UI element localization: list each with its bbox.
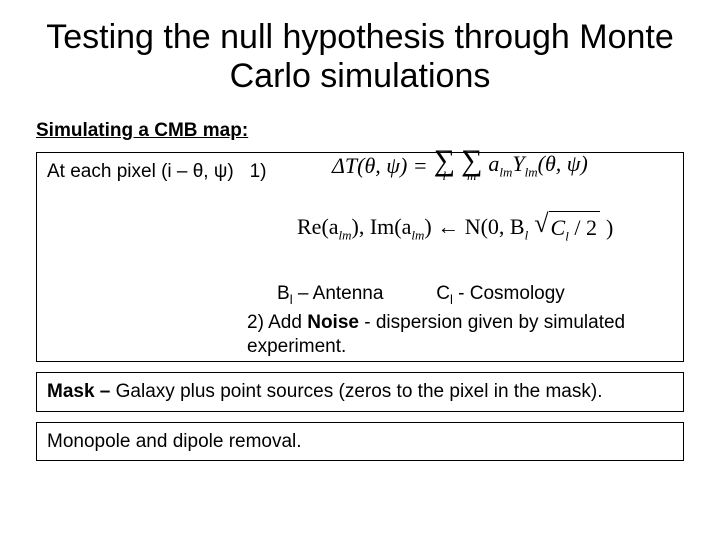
- under-root: Cl / 2: [549, 211, 600, 245]
- sqrt-wrap: √ Cl / 2: [534, 211, 600, 245]
- f1-a: a: [488, 151, 499, 176]
- mask-text: Galaxy plus point sources (zeros to the …: [116, 381, 603, 402]
- subheading: Simulating a CMB map:: [36, 120, 690, 142]
- f1-a-sub: lm: [499, 165, 512, 180]
- mask-box: Mask – Galaxy plus point sources (zeros …: [36, 372, 684, 412]
- main-box: At each pixel (i – θ, ψ) 1) ΔT(θ, ψ) = ∑…: [36, 152, 684, 362]
- f2-close: ) ← N(0, B: [424, 214, 524, 239]
- f2-end: ): [606, 213, 613, 243]
- slide-title: Testing the null hypothesis through Mont…: [30, 18, 690, 96]
- root-tail: / 2: [569, 215, 597, 240]
- sum-l-sub: l: [443, 171, 447, 181]
- step2: 2) Add Noise - dispersion given by simul…: [247, 311, 683, 359]
- f1-rhs: almYlm(θ, ψ): [488, 149, 587, 181]
- sum-m: ∑ m: [461, 149, 482, 181]
- step2-marker: 2): [247, 312, 264, 333]
- step1-marker: 1): [250, 161, 267, 182]
- f1-Y-sub: lm: [525, 165, 538, 180]
- root-C: C: [551, 215, 566, 240]
- ann-C: Cl - Cosmology: [436, 283, 565, 304]
- monopole-box: Monopole and dipole removal.: [36, 422, 684, 462]
- f2-Bsub: l: [525, 228, 529, 243]
- pixel-line: At each pixel (i – θ, ψ) 1): [47, 159, 266, 185]
- monopole-text: Monopole and dipole removal.: [47, 431, 302, 452]
- slide: Testing the null hypothesis through Mont…: [0, 0, 720, 540]
- ann-B: Bl – Antenna: [277, 283, 383, 304]
- formula-alm: Re(alm), Im(alm) ← N(0, Bl √ Cl / 2 ): [297, 211, 613, 245]
- pixel-prefix: At each pixel (i – θ, ψ): [47, 161, 234, 182]
- f2-re: Re(a: [297, 214, 339, 239]
- f2-mid: ), Im(a: [352, 214, 412, 239]
- step2-bold: Noise: [307, 312, 359, 333]
- surd-icon: √: [534, 211, 548, 237]
- mask-label: Mask –: [47, 381, 116, 402]
- f2-re-sub: lm: [339, 228, 352, 243]
- f1-Y: Y: [512, 151, 524, 176]
- f2-im-sub: lm: [411, 228, 424, 243]
- f1-lhs: ΔT(θ, ψ) =: [332, 151, 428, 181]
- formula-deltaT: ΔT(θ, ψ) = ∑ l ∑ m almYlm(θ, ψ): [332, 149, 588, 181]
- step2-pre: Add: [264, 312, 307, 333]
- sum-m-sub: m: [467, 171, 476, 181]
- annotation-line: Bl – Antenna Cl - Cosmology: [277, 281, 565, 308]
- f2-body: Re(alm), Im(alm) ← N(0, Bl: [297, 212, 528, 244]
- sum-l: ∑ l: [434, 149, 455, 181]
- f1-args: (θ, ψ): [538, 151, 588, 176]
